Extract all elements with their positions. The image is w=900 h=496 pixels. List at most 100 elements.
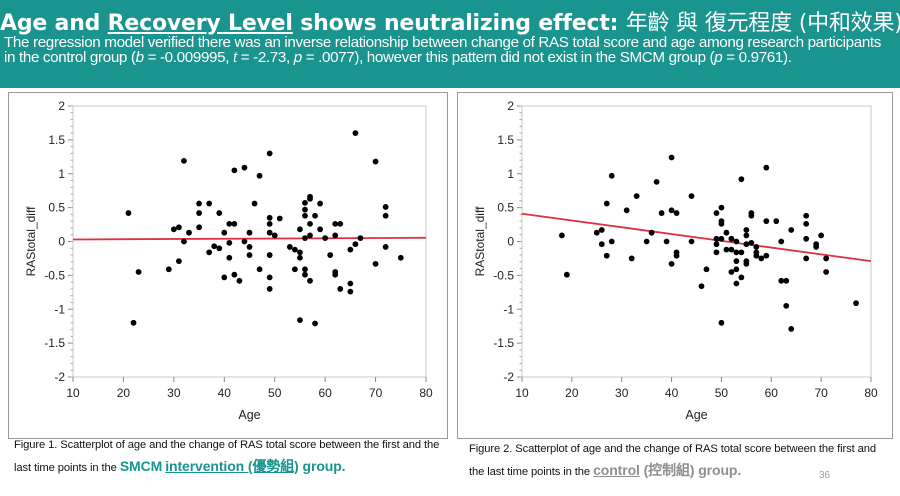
- x-tick-label: 30: [615, 386, 629, 400]
- caption-highlight-intervention: intervention (優勢組): [165, 458, 299, 474]
- data-point: [698, 283, 705, 290]
- data-point: [558, 232, 565, 239]
- y-tick-label: -2: [54, 370, 65, 384]
- data-point: [823, 269, 830, 275]
- subtitle-text: = .0077), however this pattern did not e…: [301, 49, 715, 66]
- subtitle-text: The regression model verified there was …: [4, 34, 882, 66]
- plot-frame: [521, 105, 872, 378]
- x-tick-label: 70: [369, 386, 383, 400]
- data-point: [688, 238, 695, 245]
- x-tick-label: 80: [419, 386, 433, 400]
- data-point: [266, 220, 273, 227]
- data-point: [352, 130, 359, 136]
- data-point: [216, 210, 223, 216]
- data-point: [266, 274, 273, 281]
- y-axis-label: RAStotal_diff: [24, 206, 38, 276]
- data-point: [643, 238, 650, 245]
- y-tick-label: 0: [507, 235, 514, 249]
- y-tick-label: 1: [507, 167, 514, 181]
- x-tick-label: 80: [864, 386, 878, 400]
- data-point: [347, 280, 354, 287]
- subtitle-p: p: [714, 49, 723, 66]
- data-point: [753, 244, 760, 250]
- data-point: [382, 204, 389, 210]
- data-point: [302, 271, 308, 278]
- data-point: [718, 204, 725, 211]
- data-point: [653, 178, 660, 185]
- data-point: [743, 241, 750, 248]
- data-point: [196, 200, 202, 207]
- x-tick-label: 10: [66, 386, 80, 400]
- data-point: [266, 252, 273, 258]
- chart-panel-smcm: 2 1.5 1 0.5 0 -0.5 -1 -1.5 -2 10 20 30 40 50 60 70 80 Age…: [8, 92, 448, 439]
- subtitle-b: b: [135, 49, 144, 66]
- data-point: [743, 232, 750, 239]
- data-point: [738, 249, 745, 256]
- scatterplot-smcm: 2 1.5 1 0.5 0 -0.5 -1 -1.5 -210 20 30 40 50 60 70 80 Age…: [24, 99, 433, 422]
- y-tick-label: -1.5: [44, 336, 65, 350]
- data-point: [663, 238, 670, 245]
- data-point: [226, 254, 233, 261]
- data-point: [307, 220, 313, 227]
- data-point: [743, 260, 750, 267]
- data-point: [668, 154, 675, 161]
- data-point: [778, 277, 785, 284]
- data-point: [703, 266, 710, 273]
- data-point: [788, 227, 795, 233]
- data-point: [165, 266, 172, 273]
- y-tick-label: 0.5: [497, 201, 514, 215]
- x-tick-label: 10: [515, 386, 529, 400]
- data-point: [226, 220, 233, 227]
- data-point: [753, 252, 760, 259]
- data-point: [803, 220, 810, 227]
- data-point: [718, 235, 725, 242]
- data-point: [728, 269, 735, 275]
- data-point: [206, 249, 213, 256]
- data-point: [713, 241, 720, 248]
- data-point: [773, 218, 780, 225]
- data-point: [226, 239, 233, 246]
- x-tick-label: 60: [318, 386, 332, 400]
- subtitle-text: = -0.009995,: [143, 49, 233, 66]
- title-cjk-text: 年齡 與 復元程度 (中和效果): [625, 11, 900, 36]
- data-point: [231, 167, 238, 174]
- y-tick-label: 0: [58, 235, 65, 249]
- data-point: [337, 286, 344, 292]
- data-point: [598, 227, 605, 233]
- data-point: [266, 229, 273, 236]
- data-point: [723, 246, 730, 253]
- data-point: [763, 164, 770, 171]
- x-tick-label: 20: [117, 386, 131, 400]
- data-point: [196, 210, 202, 216]
- title-text-2: shows neutralizing effect:: [292, 11, 626, 36]
- y-tick-label: -2: [503, 370, 514, 384]
- data-point: [302, 206, 308, 213]
- data-point: [783, 277, 790, 284]
- data-point: [713, 235, 720, 242]
- data-point: [758, 255, 765, 262]
- data-point: [176, 224, 182, 231]
- data-point: [256, 172, 263, 179]
- data-point: [718, 220, 725, 227]
- data-point: [713, 210, 720, 216]
- data-point: [763, 218, 770, 225]
- x-tick-label: 60: [765, 386, 779, 400]
- data-point: [221, 229, 228, 236]
- caption-text: Figure 1. Scatterplot of age and the cha…: [14, 439, 440, 474]
- data-point: [302, 212, 308, 219]
- data-point: [181, 157, 187, 164]
- y-tick-label: -1: [54, 302, 65, 316]
- x-tick-label: 20: [565, 386, 579, 400]
- x-tick-label: 50: [268, 386, 282, 400]
- data-point: [713, 249, 720, 256]
- y-tick-label: -0.5: [44, 268, 65, 282]
- data-point: [818, 232, 825, 239]
- data-point: [803, 255, 810, 262]
- y-tick-label: 2: [507, 99, 514, 113]
- data-point: [297, 249, 303, 256]
- data-point: [332, 220, 339, 227]
- x-axis-label: Age: [685, 408, 707, 422]
- chart-panel-control: 2 1.5 1 0.5 0 -0.5 -1 -1.5 -2 10 20 30 40 50 60 70 80 Age…: [457, 92, 893, 439]
- data-point: [297, 317, 303, 323]
- data-point: [733, 238, 740, 245]
